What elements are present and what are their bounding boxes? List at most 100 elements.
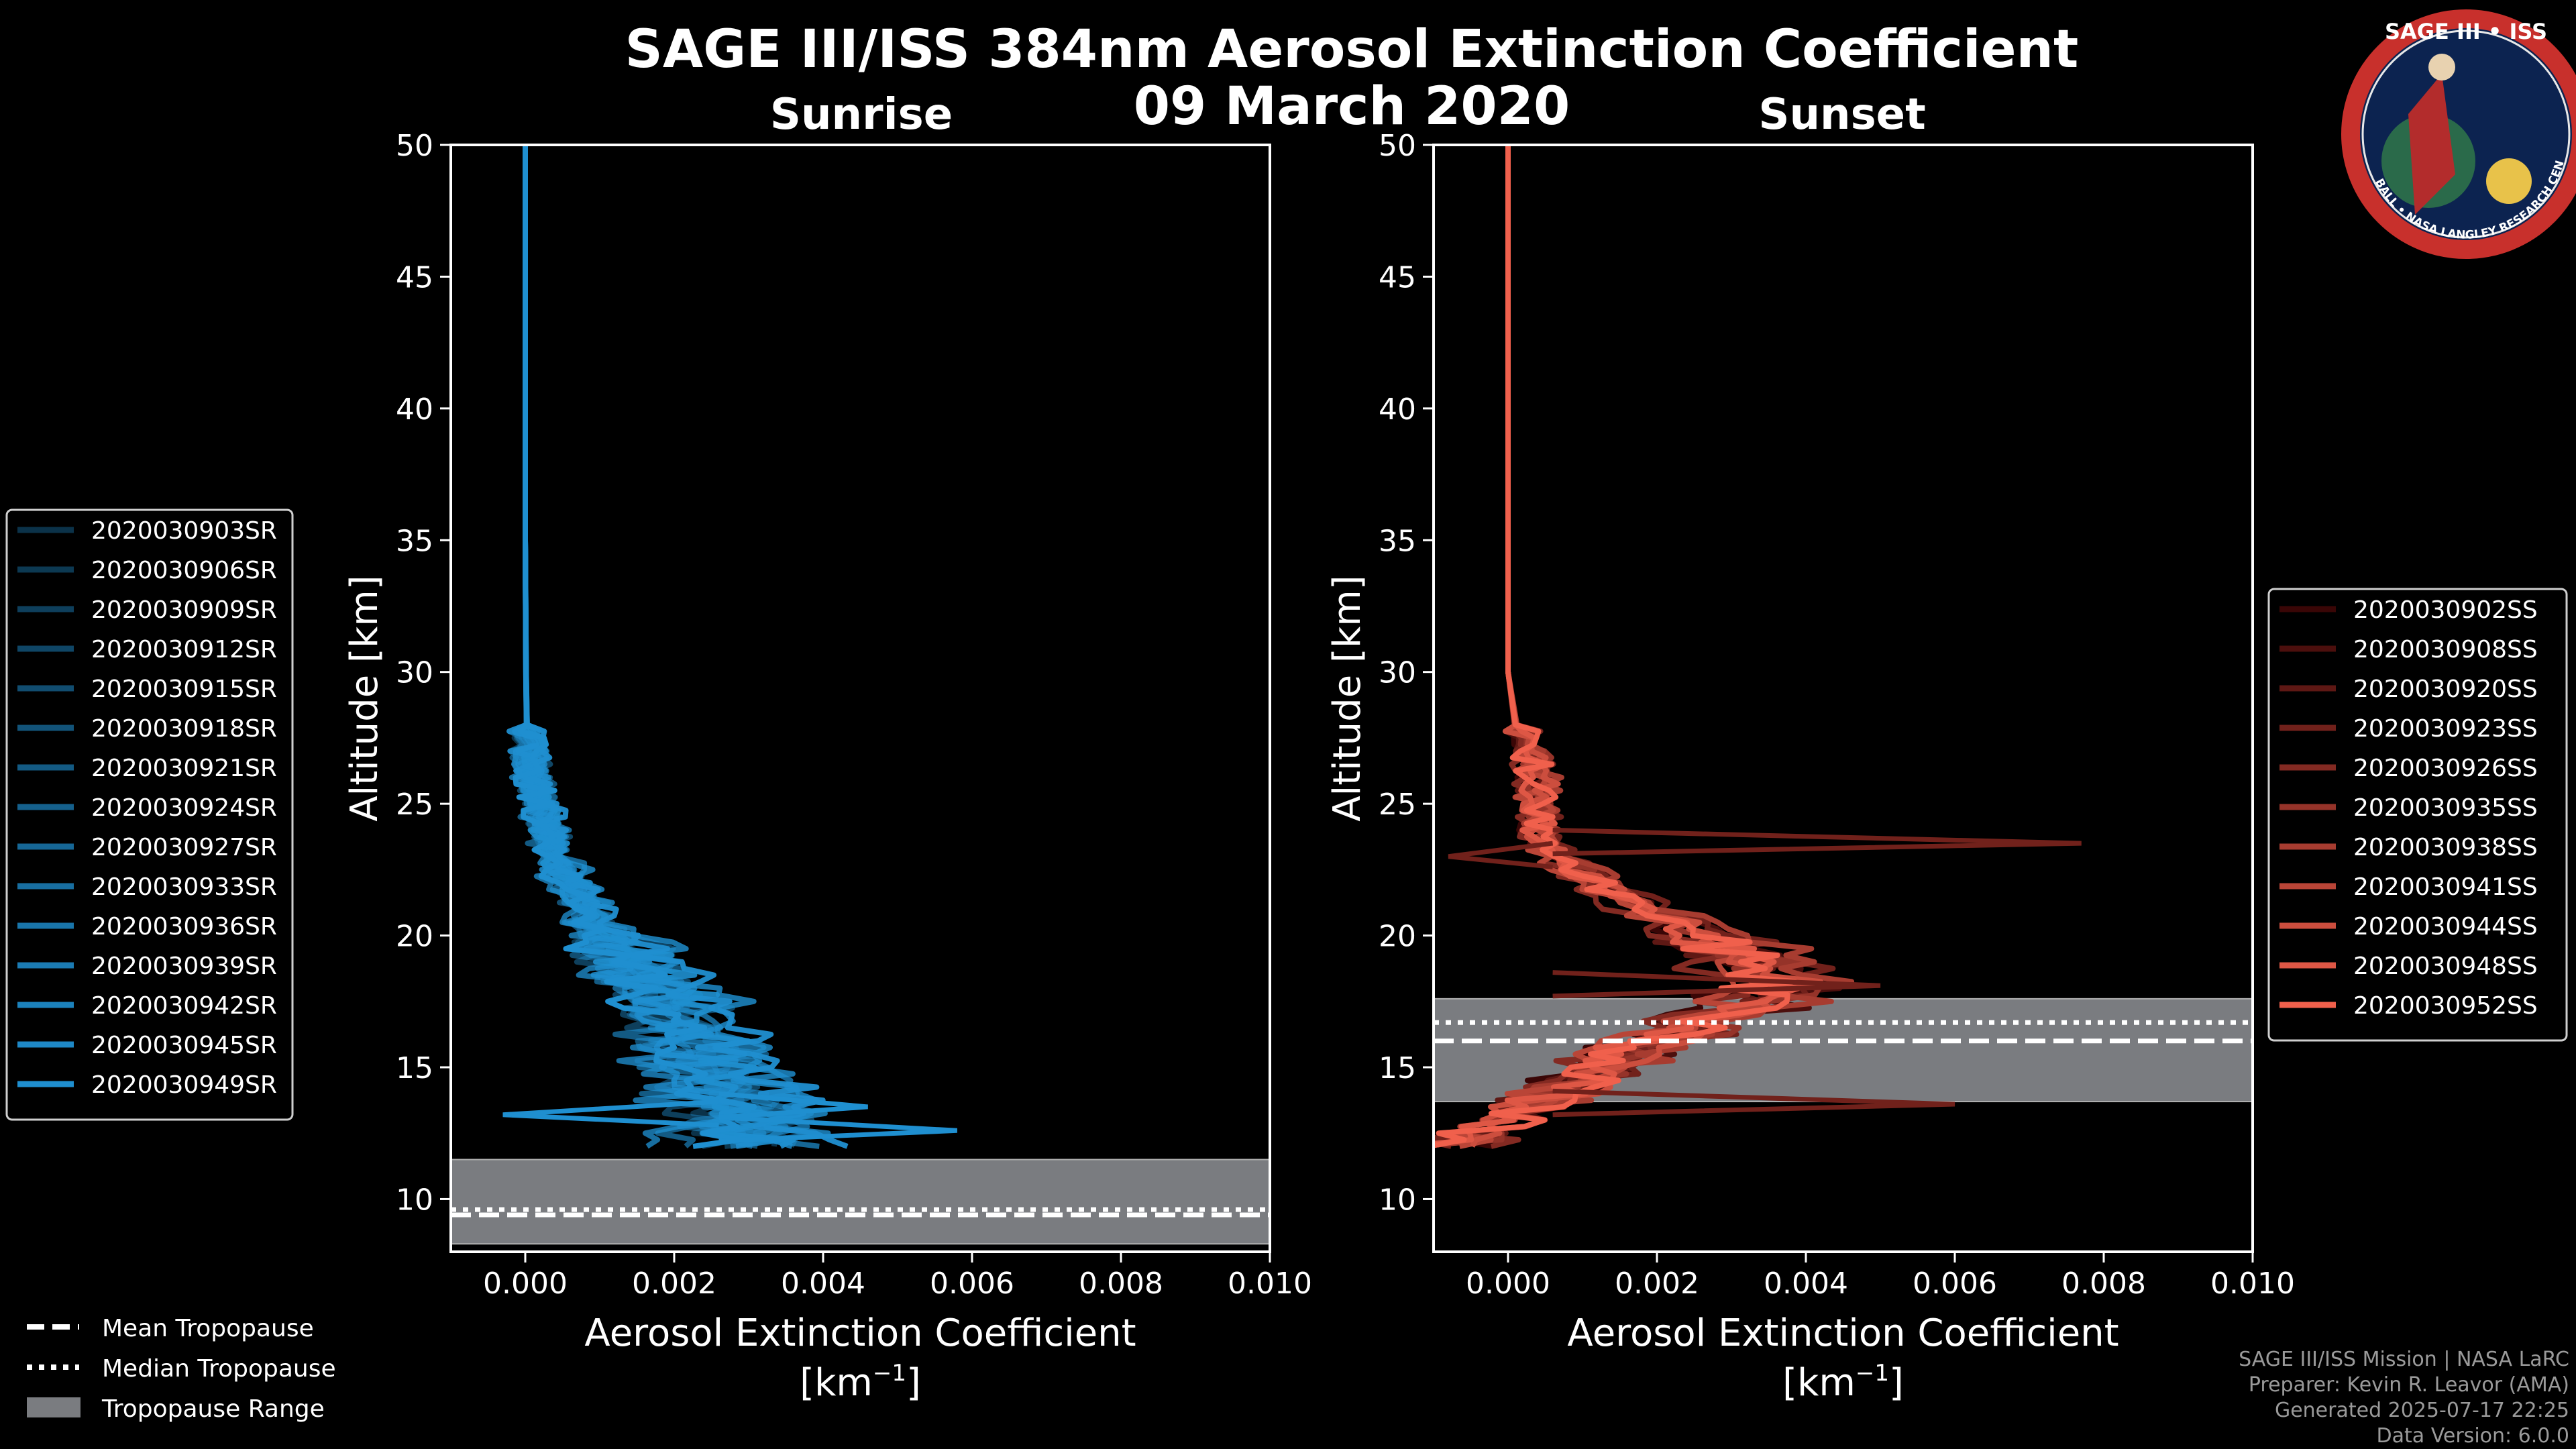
outlier-spike — [1552, 827, 2082, 857]
legend-label: 2020030941SS — [2353, 873, 2538, 901]
x-tick-label: 0.000 — [483, 1267, 568, 1301]
mean-tropopause-label: Mean Tropopause — [102, 1315, 314, 1342]
x-tick-label: 0.010 — [1228, 1267, 1312, 1301]
legend-label: 2020030923SS — [2353, 715, 2538, 743]
x-tick-label: 0.008 — [1079, 1267, 1163, 1301]
legend-label: 2020030949SR — [91, 1071, 277, 1099]
y-tick-label: 25 — [1379, 788, 1416, 822]
legend-label: 2020030944SS — [2353, 913, 2538, 941]
y-axis-label: Altitude [km] — [343, 575, 386, 821]
x-tick-label: 0.008 — [2061, 1267, 2146, 1301]
tropopause-range-swatch — [27, 1397, 80, 1417]
x-axis-unit-close: ] — [1889, 1361, 1904, 1405]
y-tick-label: 45 — [1379, 260, 1416, 294]
x-tick-label: 0.006 — [930, 1267, 1014, 1301]
y-tick-label: 30 — [396, 656, 433, 690]
legend-label: 2020030918SR — [91, 715, 277, 743]
y-tick-label: 20 — [396, 920, 433, 954]
x-tick-label: 0.004 — [1764, 1267, 1848, 1301]
x-axis-unit-base: [km — [800, 1361, 873, 1405]
outlier-spike — [718, 1091, 868, 1120]
logo-title: SAGE III • ISS — [2385, 19, 2547, 44]
legend-label: 2020030921SR — [91, 755, 277, 782]
y-tick-label: 50 — [1379, 129, 1416, 163]
tropopause-range-label: Tropopause Range — [101, 1395, 325, 1423]
outlier-spike — [1448, 841, 1554, 869]
credits: SAGE III/ISS Mission | NASA LaRC Prepare… — [2239, 1348, 2569, 1448]
outlier-spike — [718, 1115, 957, 1144]
series-line-2020030949SR — [513, 145, 757, 1149]
series-line-2020030944SS — [1470, 145, 1824, 1148]
x-axis-unit-sup: −1 — [1856, 1360, 1889, 1387]
plot-area — [1434, 145, 2253, 1149]
tropopause-range-band — [451, 1159, 1270, 1245]
x-tick-label: 0.000 — [1466, 1267, 1550, 1301]
outlier-spike — [502, 1099, 719, 1128]
legend-label: 2020030912SR — [91, 636, 277, 663]
legend-label: 2020030926SS — [2353, 755, 2538, 782]
legend-frame — [5, 508, 294, 1121]
tropopause-legend: Mean Tropopause Median Tropopause Tropop… — [27, 1315, 336, 1423]
series-line-2020030952SS — [1434, 145, 1798, 1148]
x-tick-label: 0.002 — [1615, 1267, 1699, 1301]
legend-label: 2020030945SR — [91, 1032, 277, 1059]
sunset-panel: 0.000 0.002 0.004 0.006 0.008 0.010 10 15 20 25 30… — [1326, 129, 2295, 1405]
y-tick-label: 10 — [396, 1183, 433, 1217]
series-line-2020030945SR — [513, 145, 849, 1149]
y-tick-label: 30 — [1379, 656, 1416, 690]
plot-frame — [449, 144, 1271, 1253]
legend-label: 2020030924SR — [91, 794, 277, 822]
x-axis-unit-sup: −1 — [873, 1360, 906, 1387]
legend-frame — [2267, 588, 2568, 1042]
sunrise-panel: 0.000 0.002 0.004 0.006 0.008 0.010 10 15 20 25 30… — [343, 129, 1312, 1405]
x-tick-label: 0.002 — [632, 1267, 716, 1301]
figure-title: SAGE III/ISS 384nm Aerosol Extinction Co… — [625, 19, 2079, 80]
legend-label: 2020030903SR — [91, 517, 277, 545]
legend-label: 2020030948SS — [2353, 953, 2538, 980]
x-tick-label: 0.010 — [2210, 1267, 2295, 1301]
y-tick-label: 15 — [396, 1051, 433, 1085]
sunset-legend: 2020030902SS 2020030908SS 2020030920SS 2020… — [2267, 588, 2568, 1042]
legend-label: 2020030933SR — [91, 873, 277, 901]
credit-data-version: Data Version: 6.0.0 — [2377, 1424, 2569, 1448]
legend-label: 2020030920SS — [2353, 676, 2538, 703]
legend-label: 2020030915SR — [91, 676, 277, 703]
legend-label: 2020030935SS — [2353, 794, 2538, 822]
y-tick-label: 25 — [396, 788, 433, 822]
sunset-panel-title: Sunset — [1758, 90, 1925, 140]
y-tick-label: 45 — [396, 260, 433, 294]
sunrise-legend: 2020030903SR 2020030906SR 2020030909SR 2020… — [5, 508, 294, 1121]
legend-label: 2020030902SS — [2353, 596, 2538, 624]
y-tick-label: 20 — [1379, 920, 1416, 954]
legend-label: 2020030906SR — [91, 557, 277, 584]
credit-generated: Generated 2025-07-17 22:25 — [2275, 1399, 2569, 1422]
legend-label: 2020030952SS — [2353, 992, 2538, 1020]
plot-area — [451, 145, 1270, 1245]
y-tick-label: 50 — [396, 129, 433, 163]
legend-label: 2020030909SR — [91, 596, 277, 624]
sunrise-panel-title: Sunrise — [770, 90, 953, 140]
y-tick-label: 40 — [1379, 392, 1416, 427]
legend-label: 2020030927SR — [91, 834, 277, 861]
x-axis-unit: [km−1] — [1782, 1360, 1904, 1405]
series-line-2020030942SR — [521, 145, 796, 1149]
y-tick-label: 15 — [1379, 1051, 1416, 1085]
x-axis-unit-close: ] — [906, 1361, 921, 1405]
y-tick-label: 35 — [1379, 524, 1416, 558]
legend-label: 2020030939SR — [91, 953, 277, 980]
x-tick-label: 0.004 — [781, 1267, 865, 1301]
credit-preparer: Preparer: Kevin R. Leavor (AMA) — [2249, 1373, 2569, 1397]
legend-label: 2020030936SR — [91, 913, 277, 941]
legend-label: 2020030908SS — [2353, 636, 2538, 663]
y-axis-label: Altitude [km] — [1326, 575, 1369, 821]
x-tick-label: 0.006 — [1913, 1267, 1997, 1301]
outlier-spike — [1552, 1088, 1955, 1118]
figure-date: 09 March 2020 — [1134, 76, 1570, 137]
x-axis-unit: [km−1] — [800, 1360, 921, 1405]
legend-label: 2020030938SS — [2353, 834, 2538, 861]
outlier-spike — [1552, 970, 1881, 999]
credit-mission: SAGE III/ISS Mission | NASA LaRC — [2239, 1348, 2569, 1371]
plot-frame — [1432, 144, 2254, 1253]
y-tick-label: 10 — [1379, 1183, 1416, 1217]
